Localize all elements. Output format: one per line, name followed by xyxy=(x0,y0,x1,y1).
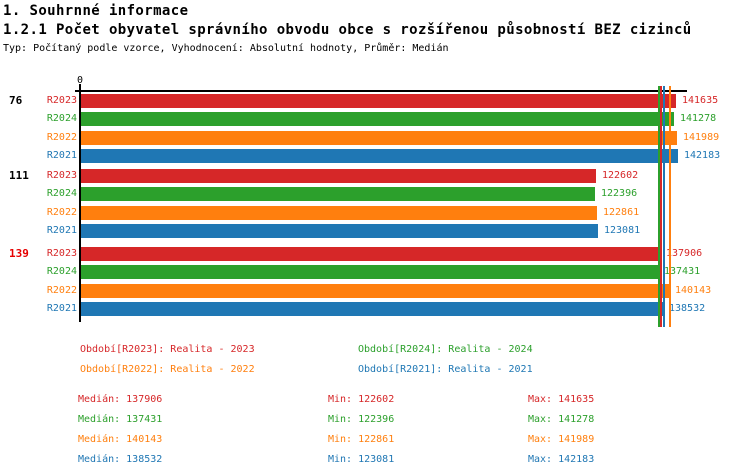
bar-r2022 xyxy=(81,284,669,298)
bar-r2022 xyxy=(81,131,677,145)
bar-value-label: 141278 xyxy=(680,113,717,124)
series-row-label: R2023 xyxy=(46,95,77,106)
bar-value-label: 142183 xyxy=(684,150,721,161)
bar-r2021 xyxy=(81,224,598,238)
series-row-label: R2023 xyxy=(46,248,77,259)
bar-r2023 xyxy=(81,94,676,108)
series-row-label: R2022 xyxy=(46,207,77,218)
bar-r2023 xyxy=(81,169,596,183)
legend-item-r2021: Období[R2021]: Realita - 2021 xyxy=(358,364,533,375)
category-label: 111 xyxy=(9,169,29,182)
stat-max-r2021: Max: 142183 xyxy=(528,454,595,465)
series-row-label: R2024 xyxy=(46,266,77,277)
median-line-r2021 xyxy=(663,86,665,327)
category-label: 139 xyxy=(9,247,29,260)
series-row-label: R2023 xyxy=(46,170,77,181)
median-line-r2023 xyxy=(660,86,662,327)
series-row-label: R2021 xyxy=(46,150,77,161)
category-label: 76 xyxy=(9,94,23,107)
bar-r2023 xyxy=(81,247,660,261)
bar-value-label: 122861 xyxy=(603,207,640,218)
stat-median-r2022: Medián: 140143 xyxy=(78,434,163,445)
bar-value-label: 140143 xyxy=(675,285,712,296)
median-line-r2024 xyxy=(658,86,660,327)
bar-value-label: 137906 xyxy=(666,248,703,259)
stat-median-r2021: Medián: 138532 xyxy=(78,454,163,465)
bar-value-label: 123081 xyxy=(604,225,641,236)
stat-median-r2024: Medián: 137431 xyxy=(78,414,163,425)
series-row-label: R2022 xyxy=(46,285,77,296)
bar-r2024 xyxy=(81,187,595,201)
x-axis-zero-label: 0 xyxy=(76,75,84,86)
stat-max-r2024: Max: 141278 xyxy=(528,414,595,425)
median-line-r2022 xyxy=(669,86,671,327)
legend-item-r2023: Období[R2023]: Realita - 2023 xyxy=(80,344,255,355)
bar-r2024 xyxy=(81,265,658,279)
series-row-label: R2024 xyxy=(46,188,77,199)
y-axis-line xyxy=(79,84,81,322)
bar-value-label: 122396 xyxy=(601,188,638,199)
series-row-label: R2021 xyxy=(46,303,77,314)
bar-value-label: 141989 xyxy=(683,132,720,143)
x-axis-line xyxy=(75,90,687,92)
stat-min-r2022: Min: 122861 xyxy=(328,434,395,445)
bar-r2021 xyxy=(81,149,678,163)
bar-value-label: 122602 xyxy=(602,170,639,181)
legend-item-r2024: Období[R2024]: Realita - 2024 xyxy=(358,344,533,355)
bar-r2021 xyxy=(81,302,663,316)
stat-max-r2023: Max: 141635 xyxy=(528,394,595,405)
stat-max-r2022: Max: 141989 xyxy=(528,434,595,445)
stat-median-r2023: Medián: 137906 xyxy=(78,394,163,405)
series-row-label: R2021 xyxy=(46,225,77,236)
bar-value-label: 138532 xyxy=(669,303,706,314)
stat-min-r2021: Min: 123081 xyxy=(328,454,395,465)
bar-value-label: 141635 xyxy=(682,95,719,106)
stat-min-r2024: Min: 122396 xyxy=(328,414,395,425)
bar-r2022 xyxy=(81,206,597,220)
chart-meta: Typ: Počítaný podle vzorce, Vyhodnocení:… xyxy=(3,43,449,54)
page-title: 1. Souhrnné informace xyxy=(3,3,189,19)
stat-min-r2023: Min: 122602 xyxy=(328,394,395,405)
series-row-label: R2024 xyxy=(46,113,77,124)
bar-r2024 xyxy=(81,112,674,126)
chart-title: 1.2.1 Počet obyvatel správního obvodu ob… xyxy=(3,22,692,38)
series-row-label: R2022 xyxy=(46,132,77,143)
bar-value-label: 137431 xyxy=(664,266,701,277)
legend-item-r2022: Období[R2022]: Realita - 2022 xyxy=(80,364,255,375)
